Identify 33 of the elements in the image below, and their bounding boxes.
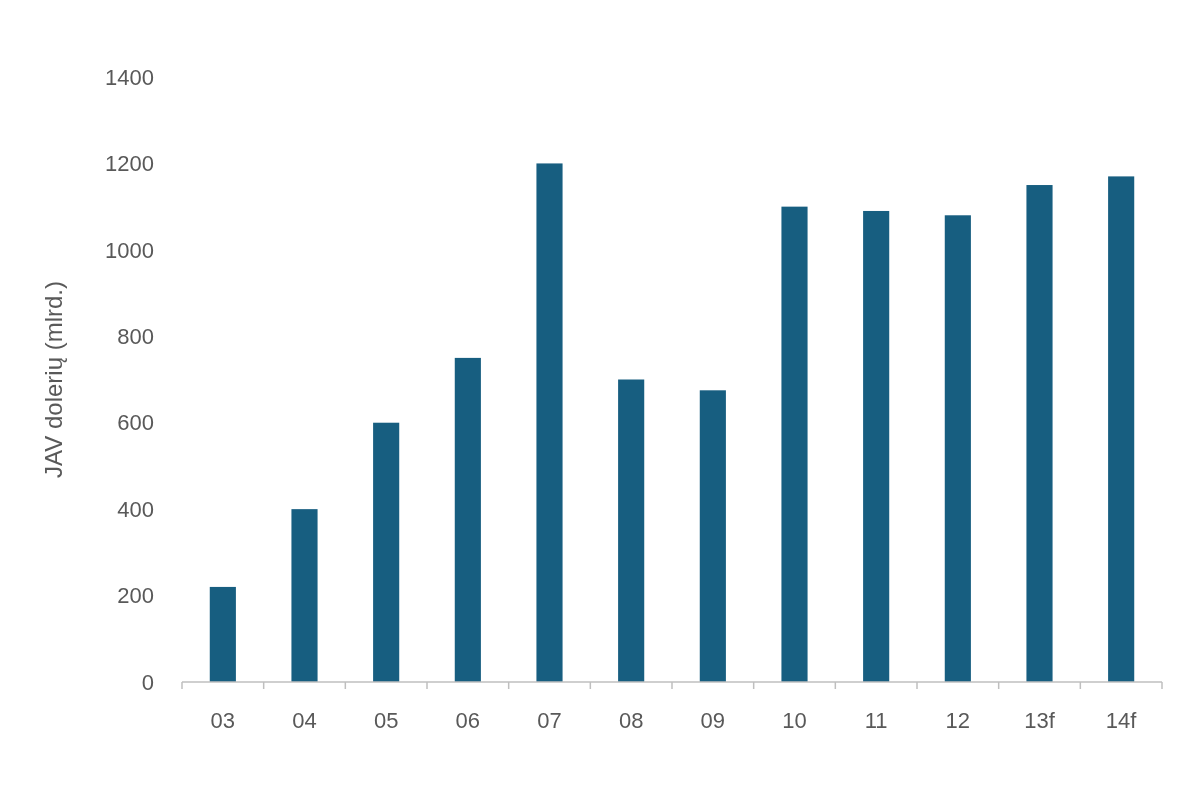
x-tick-label: 14f — [1105, 708, 1138, 733]
y-tick-label: 800 — [117, 323, 154, 349]
y-tick-label: 1400 — [105, 64, 154, 90]
x-tick-label: 03 — [210, 708, 236, 733]
bar — [781, 206, 808, 682]
x-tick-label: 12 — [945, 708, 971, 733]
y-axis-title: JAV dolerių (mlrd.) — [40, 281, 67, 478]
y-tick-label: 1000 — [105, 237, 154, 263]
bar — [699, 390, 726, 682]
x-tick-label: 11 — [864, 708, 888, 733]
x-tick-label: 07 — [537, 708, 562, 733]
bar — [863, 210, 890, 682]
y-tick-label: 1200 — [105, 151, 154, 177]
bar — [373, 422, 400, 682]
x-tick-label: 04 — [292, 708, 317, 733]
bar — [209, 586, 236, 682]
y-tick-label: 400 — [117, 496, 154, 522]
bar — [944, 215, 971, 682]
y-tick-label: 200 — [117, 583, 154, 609]
x-tick-label: 08 — [618, 708, 644, 733]
x-tick-label: 06 — [455, 708, 481, 733]
x-tick-label: 05 — [373, 708, 399, 733]
x-tick-label: 09 — [700, 708, 726, 733]
y-tick-label: 0 — [141, 669, 154, 695]
x-tick-label: 13f — [1024, 708, 1056, 733]
bar — [536, 163, 563, 682]
y-tick-label: 600 — [117, 410, 154, 436]
x-tick-label: 10 — [782, 708, 807, 733]
bar — [1108, 176, 1135, 682]
bar — [454, 357, 481, 682]
bar — [291, 509, 318, 682]
bar — [1026, 185, 1053, 682]
bar — [618, 379, 645, 682]
